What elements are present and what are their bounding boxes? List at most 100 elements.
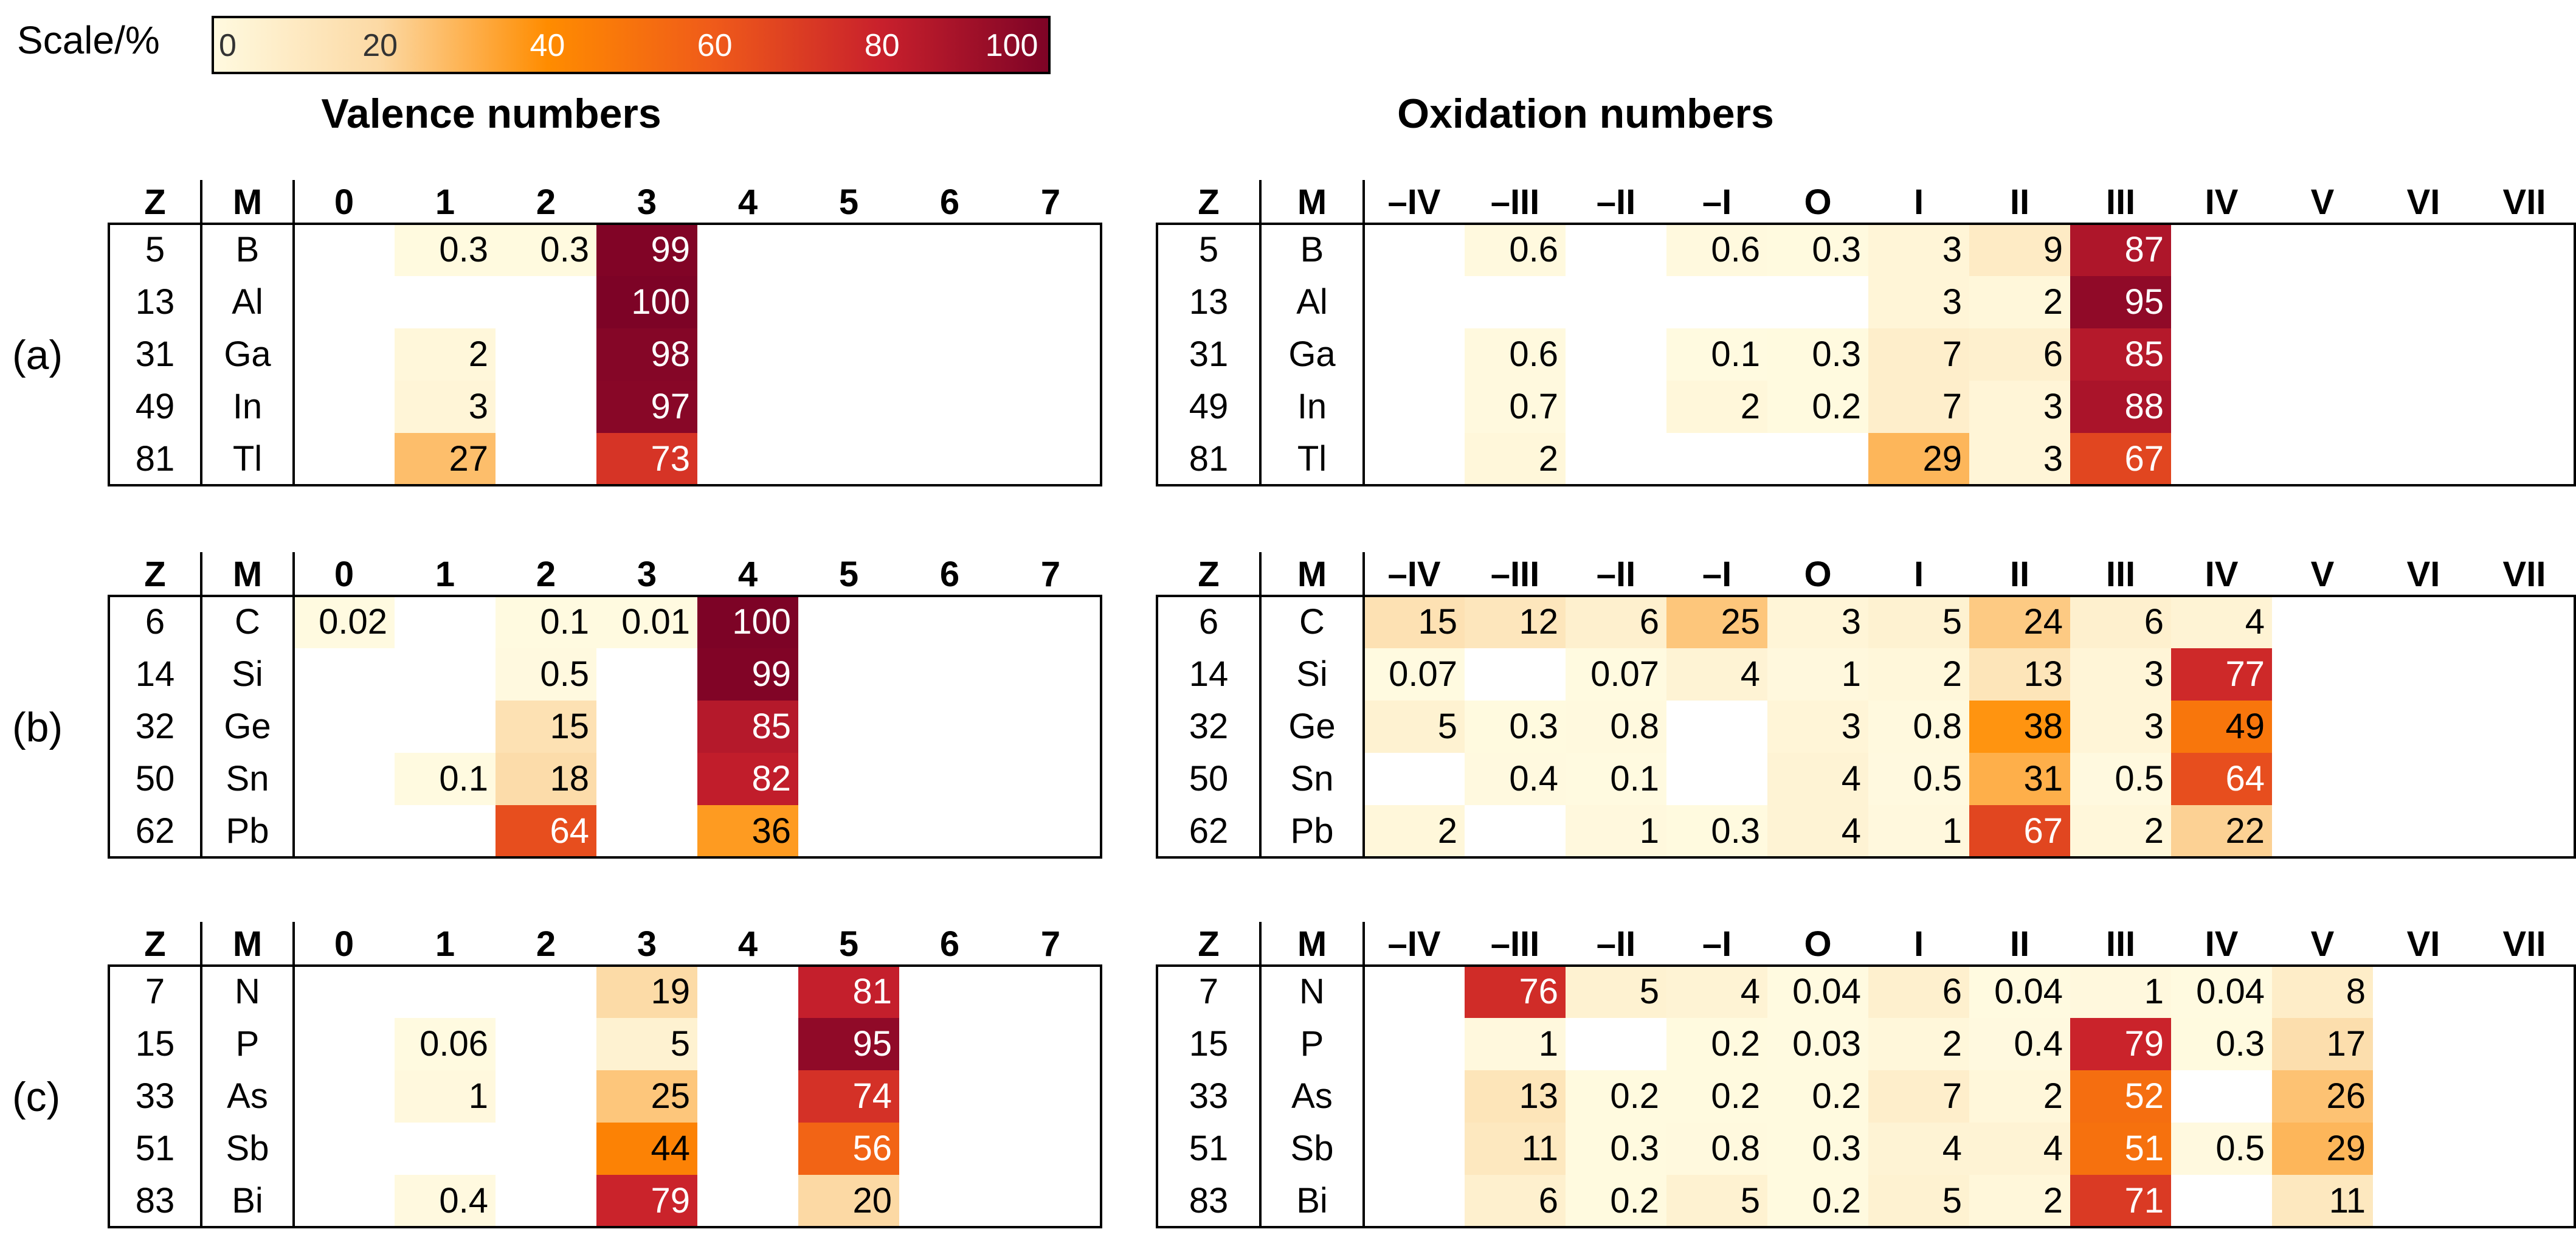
heat-cell <box>1767 1018 1868 1070</box>
element-symbol: B <box>236 230 260 269</box>
heat-cell <box>1767 701 1868 753</box>
atomic-number: 50 <box>1189 759 1229 798</box>
cell-value: 0.2 <box>1812 387 1861 426</box>
heat-cell <box>1465 433 1566 485</box>
heat-cell <box>1969 1175 2070 1227</box>
cell-value: 27 <box>449 439 488 479</box>
cell-value: 31 <box>2023 759 2063 798</box>
cell-value: 11 <box>2329 1181 2366 1220</box>
element-symbol: Si <box>232 654 263 694</box>
heat-cell <box>1566 1070 1666 1123</box>
heat-cell <box>596 381 697 433</box>
atomic-number: 6 <box>145 602 165 642</box>
heat-cell <box>1868 433 1969 485</box>
heat-cell <box>596 1070 697 1123</box>
cell-value: 98 <box>651 334 690 374</box>
column-header: VII <box>2503 924 2546 964</box>
element-symbol: Pb <box>226 811 269 851</box>
element-symbol: Ge <box>1288 707 1335 746</box>
heat-cell <box>1364 648 1465 701</box>
cell-value: 0.8 <box>1610 707 1659 746</box>
cell-value: 1 <box>1942 811 1962 851</box>
cell-value: 0.1 <box>1610 759 1659 798</box>
cell-value: 4 <box>1842 811 1861 851</box>
cell-value: 5 <box>1942 1181 1962 1220</box>
heat-cell <box>697 596 798 648</box>
column-header: 7 <box>1041 924 1060 964</box>
header-z: Z <box>1198 924 1219 964</box>
heat-cell <box>496 648 596 701</box>
heat-cell <box>496 805 596 857</box>
element-symbol: Sb <box>1291 1129 1334 1168</box>
column-header: 5 <box>839 924 858 964</box>
heat-cell <box>596 1175 697 1227</box>
column-header: 1 <box>435 555 455 594</box>
valence-table: Z M 0 1 2 3 4 5 6 7 0.3 0.3 99 5 B 100 13 Al 2 98 31 Ga 3 97 49 I… <box>108 180 1102 486</box>
cell-value: 36 <box>751 811 791 851</box>
column-header: –II <box>1597 924 1636 964</box>
heat-cell <box>1566 701 1666 753</box>
cell-value: 1 <box>469 1076 488 1116</box>
heat-cell <box>1465 381 1566 433</box>
table-border <box>1156 223 2576 486</box>
heat-cell <box>1666 596 1767 648</box>
valence-title: Valence numbers <box>321 91 661 137</box>
cell-value: 0.3 <box>1812 230 1861 269</box>
heat-cell <box>1969 328 2070 381</box>
heat-cell <box>1767 596 1868 648</box>
cell-value: 85 <box>2124 334 2164 374</box>
cell-value: 6 <box>1539 1181 1558 1220</box>
column-header: 6 <box>940 555 959 594</box>
atomic-number: 7 <box>1199 972 1218 1011</box>
column-header: VII <box>2503 182 2546 222</box>
cell-value: 0.2 <box>1812 1181 1861 1220</box>
column-header: III <box>2106 924 2135 964</box>
column-header: 1 <box>435 182 455 222</box>
element-symbol: Tl <box>233 439 262 479</box>
heat-cell <box>1969 966 2070 1018</box>
heat-cell <box>1465 701 1566 753</box>
heat-cell <box>596 1018 697 1070</box>
heat-cell <box>697 753 798 805</box>
cell-value: 0.3 <box>1812 1129 1861 1168</box>
heat-cell <box>596 966 697 1018</box>
cell-value: 3 <box>1942 282 1962 322</box>
column-header: V <box>2311 555 2335 594</box>
heat-cell <box>1666 648 1767 701</box>
cell-value: 0.2 <box>1711 1076 1760 1116</box>
cell-value: 7 <box>1942 387 1962 426</box>
cell-value: 97 <box>651 387 690 426</box>
heat-cell <box>2171 966 2272 1018</box>
cell-value: 5 <box>1942 602 1962 642</box>
cell-value: 2 <box>1942 654 1962 694</box>
cell-value: 25 <box>1721 602 1760 642</box>
column-header: 0 <box>334 182 354 222</box>
cell-value: 0.4 <box>439 1181 488 1220</box>
header-m: M <box>1297 182 1327 222</box>
atomic-number: 5 <box>145 230 165 269</box>
cell-value: 0.3 <box>1812 334 1861 374</box>
heat-cell <box>1969 753 2070 805</box>
heat-cell <box>496 753 596 805</box>
column-header: 5 <box>839 555 858 594</box>
heat-cell <box>1666 328 1767 381</box>
element-symbol: Sb <box>226 1129 269 1168</box>
heat-cell <box>1868 1070 1969 1123</box>
heat-cell <box>1465 596 1566 648</box>
cell-value: 4 <box>2043 1129 2063 1168</box>
element-symbol: Ga <box>224 334 271 374</box>
cell-value: 81 <box>852 972 892 1011</box>
column-header: IV <box>2205 924 2239 964</box>
heat-cell <box>1666 805 1767 857</box>
cell-value: 85 <box>751 707 791 746</box>
cell-value: 95 <box>2124 282 2164 322</box>
heat-cell <box>1969 805 2070 857</box>
column-header: II <box>2010 182 2029 222</box>
column-header: II <box>2010 555 2029 594</box>
heat-cell <box>1566 753 1666 805</box>
cell-value: 3 <box>2144 654 2164 694</box>
scale-label: Scale/% <box>17 18 160 62</box>
cell-value: 2 <box>2043 282 2063 322</box>
heat-cell <box>798 1123 899 1175</box>
atomic-number: 31 <box>1189 334 1229 374</box>
